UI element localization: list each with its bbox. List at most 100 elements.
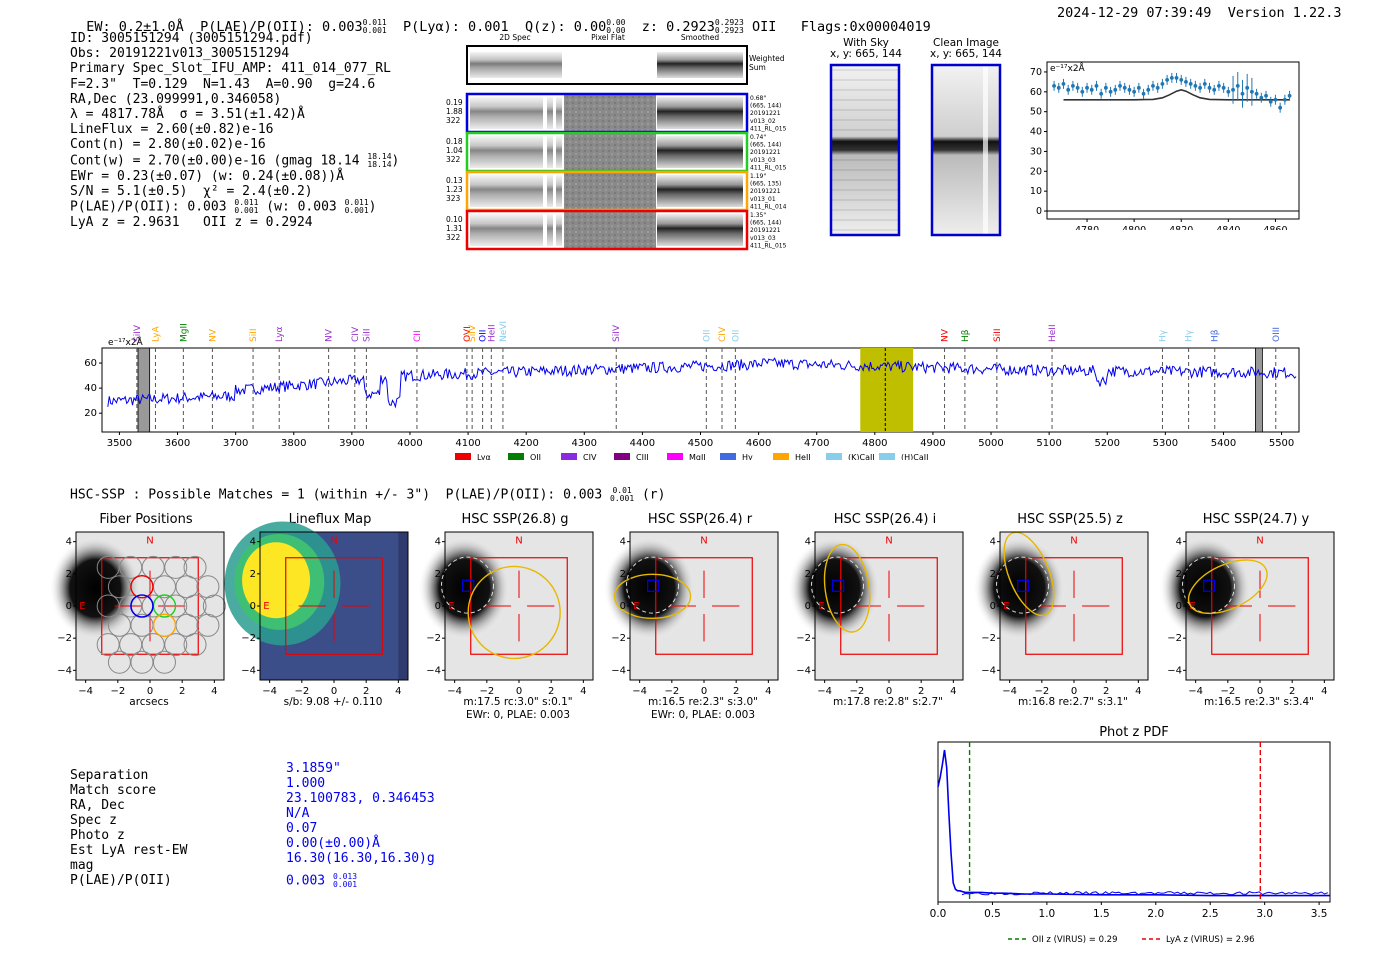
zoom-point xyxy=(1141,91,1146,96)
spec-row-l2: 1.31 xyxy=(446,224,463,233)
photz-xtick-label: 1.5 xyxy=(1093,908,1110,920)
info-lineflux: LineFlux = 2.60(±0.82)e-16 xyxy=(70,122,274,138)
header-plya: P(Lyα): 0.001 xyxy=(403,19,509,35)
panel-title: HSC SSP(25.5) z xyxy=(1017,512,1123,527)
with-sky-title: With Sky x, y: 665, 144 xyxy=(830,37,902,60)
fiber-circle xyxy=(141,594,165,618)
spec-row-l2: 1.88 xyxy=(446,107,463,116)
info-sn: S/N = 5.1(±0.5) χ² = 2.4(±0.2) xyxy=(70,183,313,199)
spectrum-line-label: Lyα xyxy=(275,326,285,342)
panel-ytick-label: 0 xyxy=(250,601,256,612)
spec-row-2d xyxy=(470,214,562,246)
header-line: EW: 0.2±1.0Å P(LAE)/P(OII): 0.0030.011 0.… xyxy=(70,3,931,36)
match-row: Est LyA rest-EW 0.00(±0.00)Å xyxy=(70,836,435,858)
spectrum-xtick-label: 4000 xyxy=(397,438,422,449)
panel-title: HSC SSP(26.4) r xyxy=(647,512,753,527)
panel-xtick-label: −2 xyxy=(294,686,309,697)
panel-title: HSC SSP(26.4) i xyxy=(833,512,937,527)
fiber-circle xyxy=(164,633,188,657)
east-label: E xyxy=(448,601,454,612)
header-z-range: 0.2923 0.2923 xyxy=(714,18,744,35)
legend-swatch xyxy=(667,453,683,460)
panel-ytick-label: 4 xyxy=(990,537,996,548)
spec-row-meta: v013_03 xyxy=(750,157,776,164)
aperture-box xyxy=(1211,557,1309,655)
fiber-circle xyxy=(141,633,165,657)
panel-caption: m:17.5 rc:3.0" s:0.1" xyxy=(463,696,573,708)
panel-xtick-label: −2 xyxy=(110,686,125,697)
panel-ytick-label: 0 xyxy=(990,601,996,612)
photz-title: Phot z PDF xyxy=(1099,725,1169,740)
spectrum-xtick-label: 5400 xyxy=(1211,438,1236,449)
cutout-panels: Fiber Positions N E −4 −4 −2 −2 0 0 2 2 4 4 arcsecs Li… xyxy=(0,510,1400,725)
cutout-image-panel: N E −4 −4 −2 −2 0 0 2 2 4 4 xyxy=(603,531,779,697)
info-contn: Cont(n) = 2.80(±0.02)e-16 xyxy=(70,137,266,153)
source-ellipse xyxy=(1187,559,1268,615)
zoom-ytick-label: 10 xyxy=(1030,186,1042,197)
header-ew: EW: 0.2±1.0Å xyxy=(86,19,184,35)
zoom-point xyxy=(1165,77,1170,82)
fiber-circle xyxy=(96,555,120,579)
header-qz-range: 0.00 0.00 xyxy=(606,18,626,35)
zoom-point xyxy=(1245,85,1250,90)
match-row-label: Match score xyxy=(70,783,157,798)
spec-row-flat xyxy=(564,95,656,131)
panel-ytick-label: −4 xyxy=(426,665,441,676)
spectrum-ytick-label: 60 xyxy=(84,358,97,369)
panel-ytick-label: 0 xyxy=(1176,601,1182,612)
match-row-value: 23.100783, 0.346453 xyxy=(286,791,435,806)
panel-xtick-label: −2 xyxy=(1034,686,1049,697)
spec-row-meta: 20191221 xyxy=(750,227,781,234)
spec-row-smooth xyxy=(657,214,743,246)
legend-label: CIII xyxy=(636,453,649,460)
panel-xtick-label: 2 xyxy=(918,686,924,697)
fiber-red xyxy=(130,574,154,599)
panel-caption: m:16.5 re:2.3" s:3.0" xyxy=(648,696,758,708)
panel-ytick-label: −4 xyxy=(981,665,996,676)
panel-ytick-label: −2 xyxy=(611,633,626,644)
info-block: ID: 3005151294 (3005151294.pdf) Obs: 201… xyxy=(70,31,399,230)
spectrum-axes xyxy=(101,347,1300,433)
panel-ytick-label: −2 xyxy=(981,633,996,644)
spectrum-xtick-label: 5500 xyxy=(1269,438,1294,449)
spectrum-masked-region xyxy=(1255,347,1263,433)
galaxy-blob xyxy=(973,536,1066,641)
spec-row-meta: v013_03 xyxy=(750,235,776,242)
spec-row-meta: (665, 144) xyxy=(750,142,781,149)
legend-label: OII xyxy=(530,453,541,460)
source-ellipse xyxy=(1003,531,1055,617)
spectrum-line-label: SiIV xyxy=(133,324,143,342)
zoom-xtick-label: 4840 xyxy=(1216,225,1240,230)
zoom-fit-line xyxy=(1063,88,1290,101)
header-plae-range: 0.011 0.001 xyxy=(362,18,387,35)
spectrum-xtick-label: 5100 xyxy=(1036,438,1061,449)
info-contw: Cont(w) = 2.70(±0.00)e-16 (gmag 18.14 18… xyxy=(70,151,400,169)
sum-label: Sum xyxy=(749,63,766,72)
cutout-image-panel: N E −4 −4 −2 −2 0 0 2 2 4 4 xyxy=(1159,531,1335,697)
spectrum-line-label: OII xyxy=(479,330,489,342)
match-row-value: 1.000 xyxy=(286,776,326,791)
north-label: N xyxy=(885,535,892,546)
match-row-value: N/A xyxy=(286,806,310,821)
info-lya-z: LyA z = 2.9631 OII z = 0.2924 xyxy=(70,215,313,231)
north-label: N xyxy=(330,535,337,546)
spectrum-xtick-label: 4100 xyxy=(455,438,480,449)
spectrum-line-label: Hγ xyxy=(1158,329,1168,342)
panel-ytick-label: 2 xyxy=(620,569,626,580)
zoom-point xyxy=(1080,89,1085,94)
spectrum-line-label: SiII xyxy=(993,328,1003,342)
legend-label: Lyα xyxy=(477,453,491,460)
photz-axes xyxy=(937,741,1331,903)
col-pixel-flat: Pixel Flat xyxy=(591,33,625,42)
panel-caption: arcsecs xyxy=(129,696,169,708)
photz-pdf-curve xyxy=(937,749,1330,897)
galaxy-blob xyxy=(788,536,881,641)
zoom-axes xyxy=(1046,61,1300,220)
panel-xtick-label: 4 xyxy=(1321,686,1327,697)
spectrum-line-label: Hβ xyxy=(961,329,971,342)
spectrum-xtick-label: 5200 xyxy=(1095,438,1120,449)
zoom-point xyxy=(1235,83,1240,88)
match-row: Match score 1.000 xyxy=(70,776,435,798)
zoom-point xyxy=(1056,85,1061,90)
panel-xtick-label: −2 xyxy=(664,686,679,697)
